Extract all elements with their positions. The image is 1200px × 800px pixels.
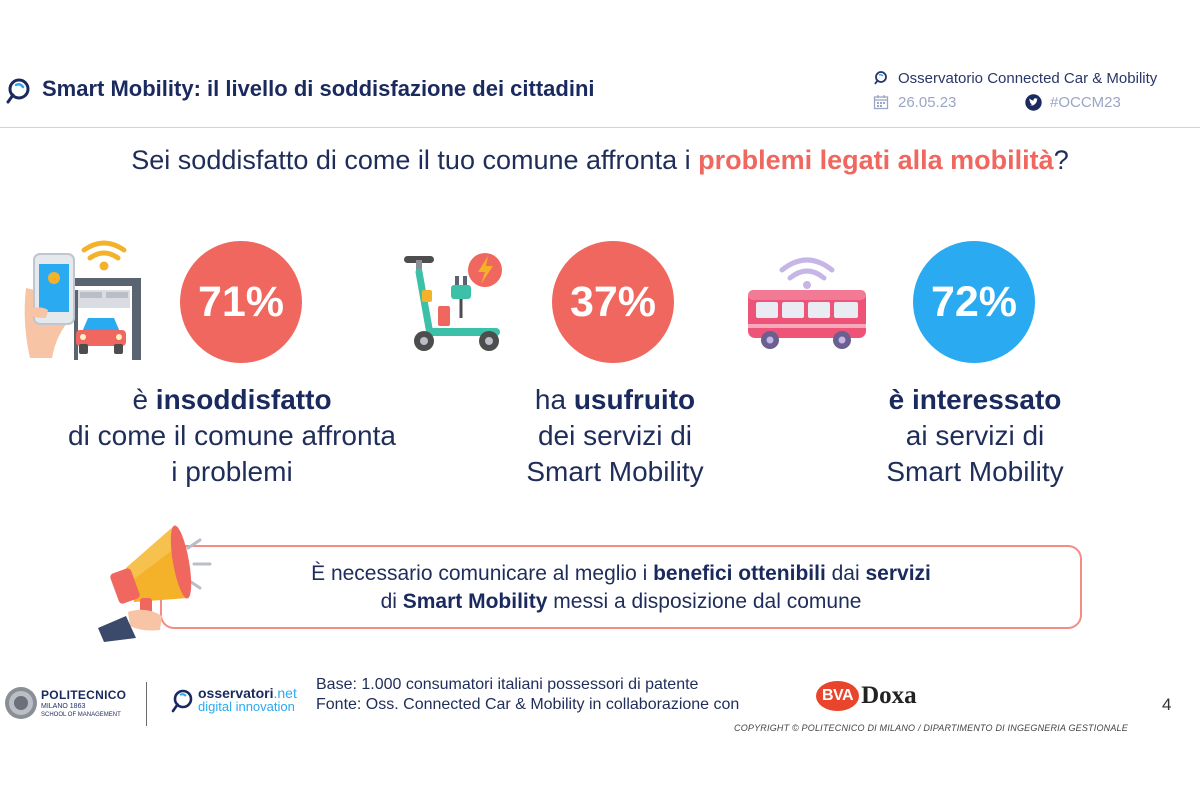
- connected-bus-icon: [748, 257, 866, 349]
- stat-3-value: 72%: [930, 277, 1018, 326]
- event-hashtag: #OCCM23: [1050, 93, 1121, 111]
- twitter-icon: [1024, 93, 1042, 111]
- osservatori-logo: osservatori.net digital innovation: [198, 685, 297, 714]
- observatory-row: Osservatorio Connected Car & Mobility: [872, 66, 1192, 90]
- stat-3-bubble: 72%: [913, 241, 1035, 363]
- megaphone-icon: [98, 525, 212, 642]
- observatory-name: Osservatorio Connected Car & Mobility: [898, 69, 1158, 87]
- calendar-icon: [872, 93, 890, 111]
- page-number: 4: [1162, 695, 1172, 714]
- stat-1-text: è insoddisfatto di come il comune affron…: [68, 384, 396, 487]
- header-info: Osservatorio Connected Car & Mobility 26…: [872, 66, 1192, 114]
- observatory-logo-icon: [6, 78, 30, 104]
- event-date: 26.05.23: [898, 93, 957, 111]
- callout-text: È necessario comunicare al meglio i bene…: [311, 562, 931, 613]
- page-title: Smart Mobility: il livello di soddisfazi…: [42, 76, 595, 101]
- politecnico-logo: POLITECNICO MILANO 1863 SCHOOL OF MANAGE…: [41, 688, 127, 718]
- footer-source: Base: 1.000 consumatori italiani possess…: [316, 675, 739, 715]
- politecnico-seal-icon: [5, 687, 37, 719]
- bva-doxa-logo: BVA Doxa: [816, 681, 917, 711]
- footer-base: Base: 1.000 consumatori italiani possess…: [316, 676, 699, 693]
- stat-1-keyword: insoddisfatto: [155, 384, 332, 415]
- stat-2-keyword: usufruito: [573, 384, 696, 415]
- observatory-small-icon: [872, 69, 890, 87]
- smart-parking-icon: [24, 240, 141, 360]
- copyright: COPYRIGHT © POLITECNICO DI MILANO / DIPA…: [734, 723, 1128, 733]
- header-divider: [0, 127, 1200, 128]
- question-highlight: problemi legati alla mobilità: [698, 145, 1054, 175]
- stat-1-bubble: 71%: [180, 241, 302, 363]
- stat-1-value: 71%: [197, 277, 285, 326]
- e-scooter-icon: [404, 253, 502, 351]
- stat-2-text: ha usufruito dei servizi di Smart Mobili…: [526, 384, 704, 487]
- date-hashtag-row: 26.05.23 #OCCM23: [872, 90, 1192, 114]
- stat-2-value: 37%: [569, 277, 657, 326]
- footer-divider: [146, 682, 147, 726]
- stat-2-bubble: 37%: [552, 241, 674, 363]
- survey-question: Sei soddisfatto di come il tuo comune af…: [131, 145, 1069, 175]
- osservatori-logo-icon: [171, 689, 193, 713]
- stat-3-text: è interessato ai servizi di Smart Mobili…: [886, 384, 1064, 487]
- stat-3-keyword: è interessato: [888, 384, 1062, 415]
- footer-fonte: Fonte: Oss. Connected Car & Mobility in …: [316, 696, 740, 713]
